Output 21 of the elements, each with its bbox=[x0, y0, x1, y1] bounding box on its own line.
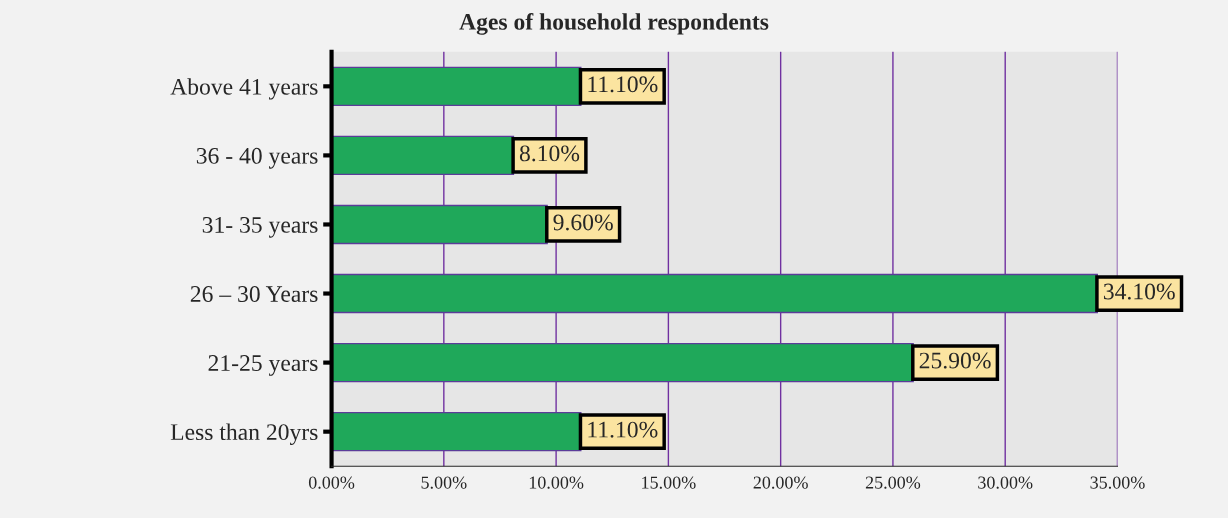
x-tick-label: 30.00% bbox=[978, 476, 1033, 489]
data-label: 25.90% bbox=[919, 352, 991, 369]
x-tick-label: 5.00% bbox=[421, 476, 467, 489]
data-label: 11.10% bbox=[588, 421, 658, 438]
x-tick-label: 10.00% bbox=[529, 476, 584, 489]
y-tick-label: 26 – 30 Years bbox=[190, 286, 318, 302]
y-tick-label: 21-25 years bbox=[208, 355, 318, 376]
data-label: 34.10% bbox=[1103, 283, 1175, 300]
y-tick-label: Above 41 years bbox=[170, 78, 318, 100]
y-tick-label: 31- 35 years bbox=[202, 216, 318, 238]
x-tick-label: 25.00% bbox=[865, 476, 921, 489]
y-tick-label: 36 - 40 years bbox=[196, 147, 318, 169]
x-tick-label: 35.00% bbox=[1090, 476, 1145, 489]
y-tick-label: Less than 20yrs bbox=[170, 423, 318, 445]
x-tick-label: 0.00% bbox=[308, 476, 355, 489]
data-label: 9.60% bbox=[553, 214, 613, 231]
data-label: 11.10% bbox=[588, 76, 658, 93]
x-tick-label: 20.00% bbox=[753, 476, 808, 489]
data-label: 8.10% bbox=[519, 145, 580, 162]
x-tick-label: 15.00% bbox=[642, 476, 696, 489]
chart-title: Ages of household respondents bbox=[459, 12, 769, 35]
